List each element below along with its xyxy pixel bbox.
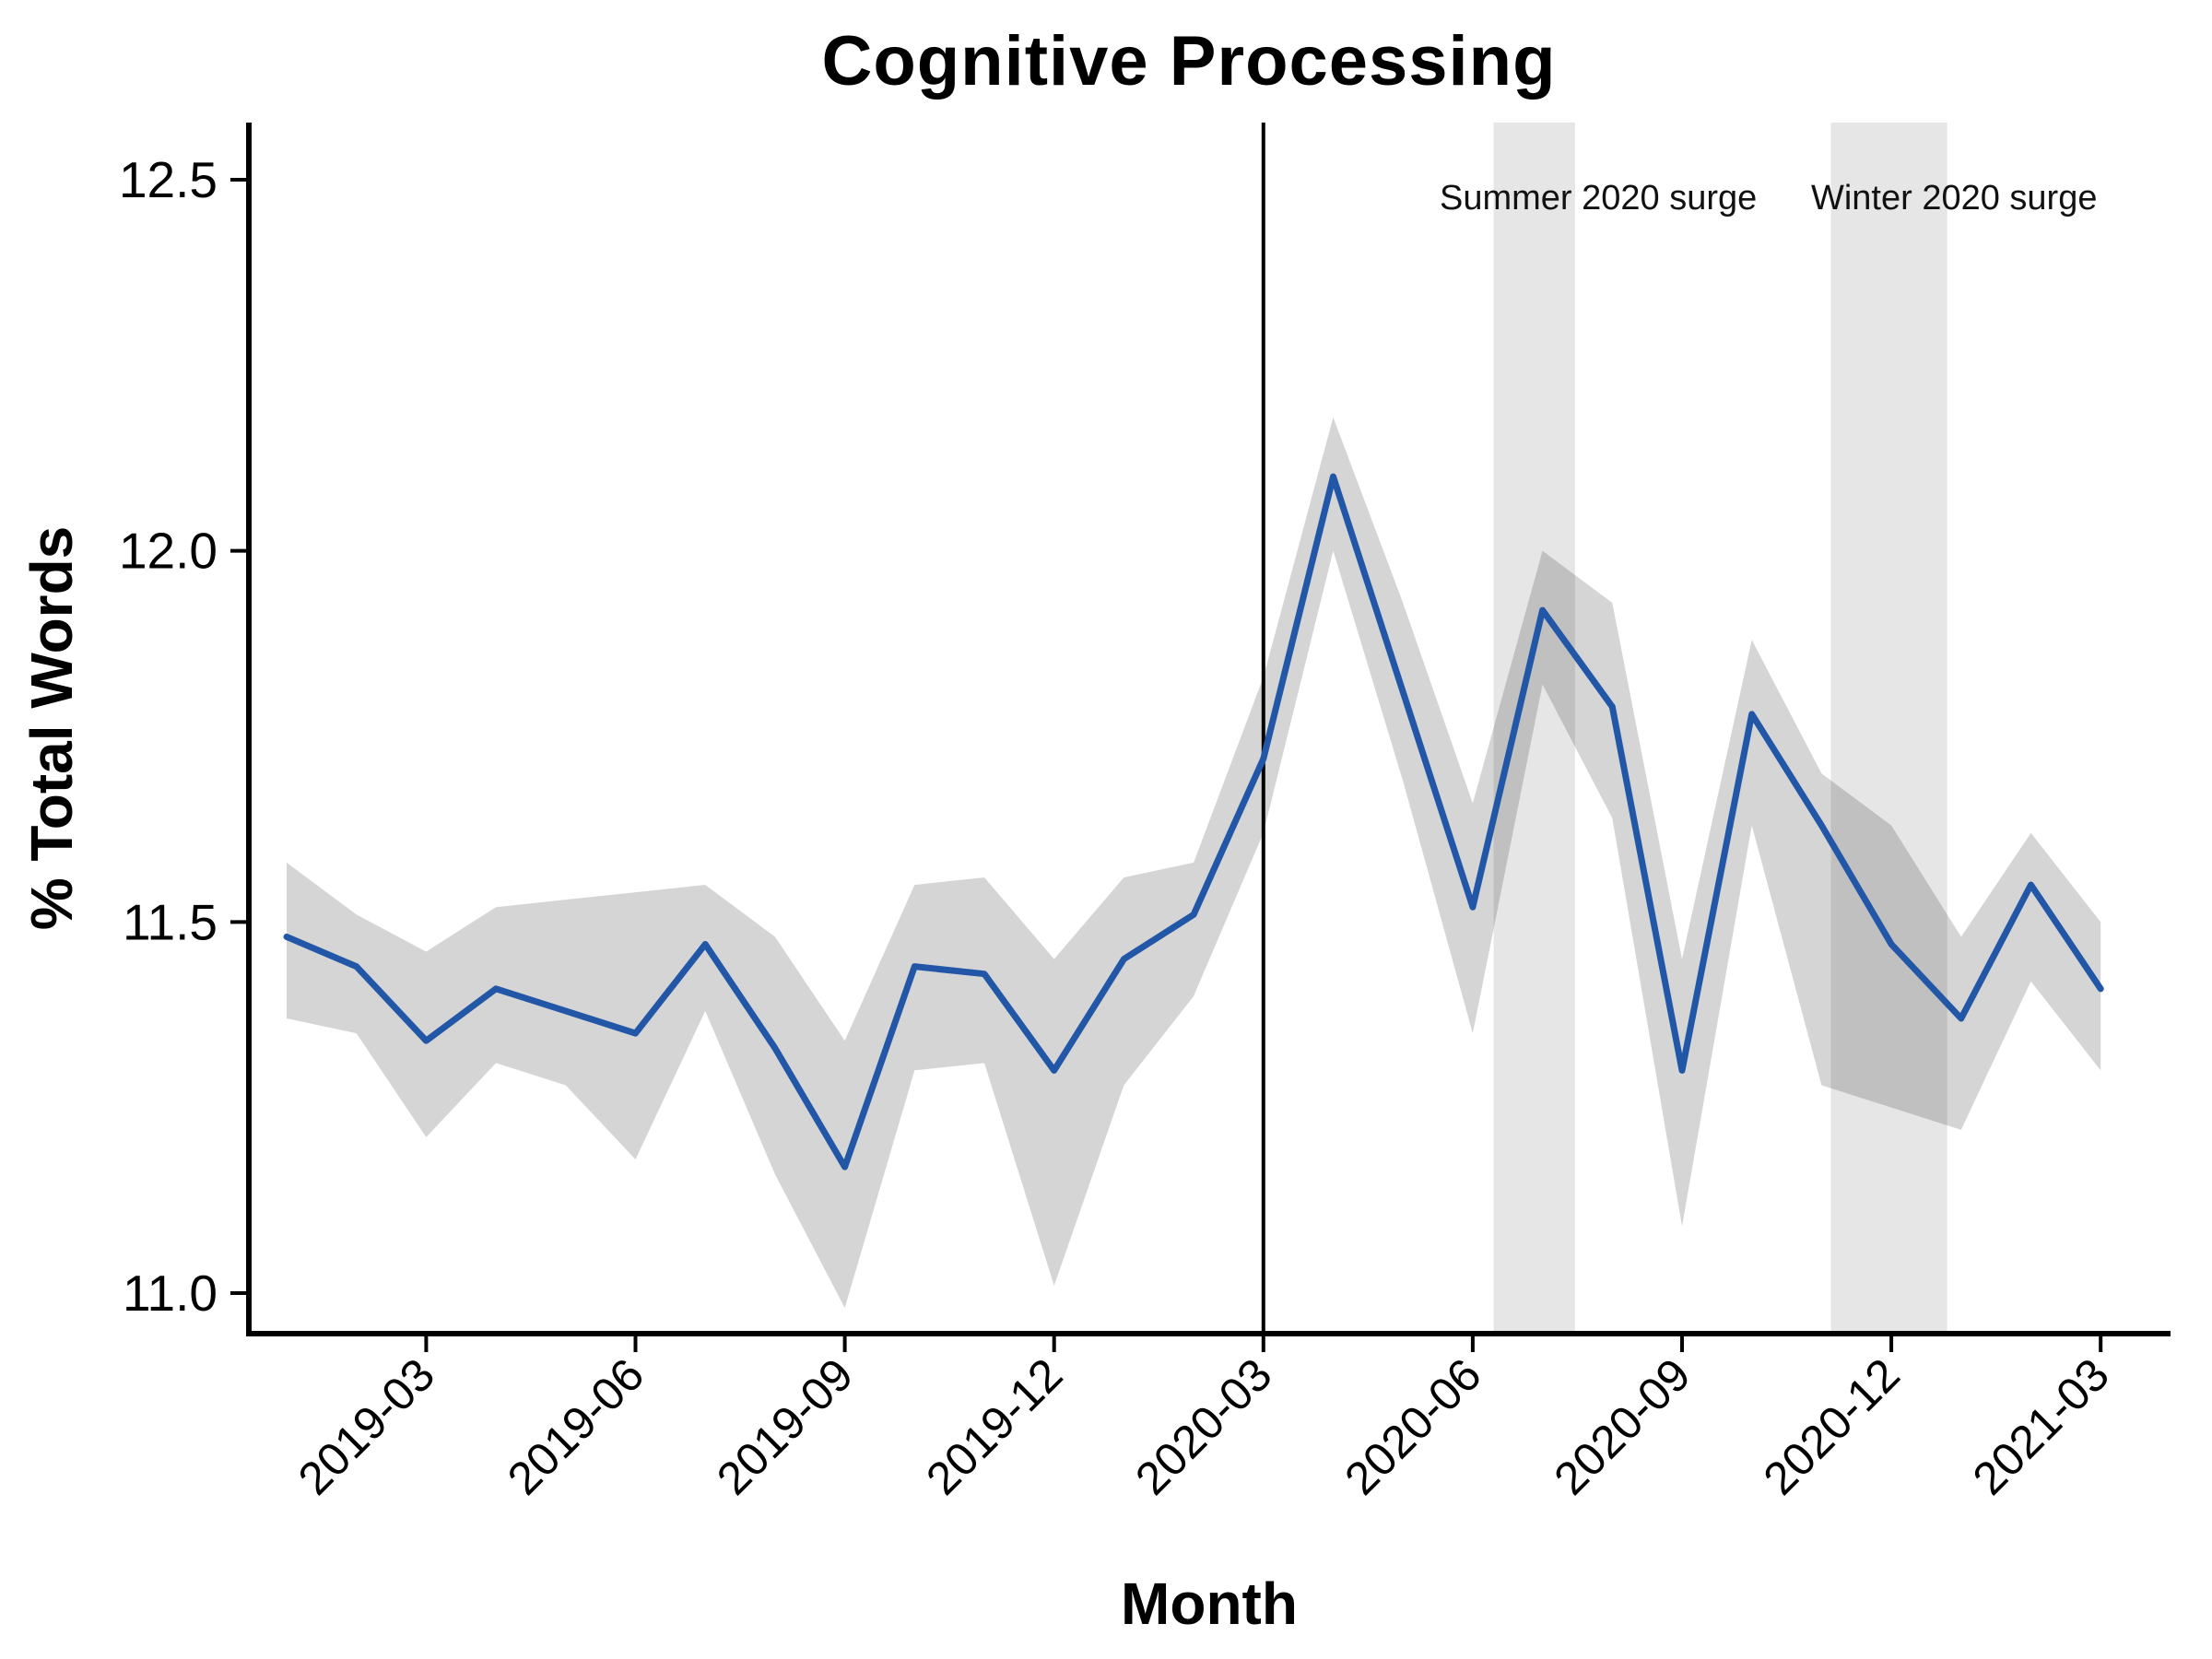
surge-annotation-0: Summer 2020 surge [1440,179,1757,218]
x-axis-label: Month [1121,1571,1298,1637]
x-tick-label: 2020-03 [1125,1348,1281,1504]
series-line [283,473,2104,1171]
y-tick-label: 11.0 [123,1265,218,1322]
y-tick-label: 12.0 [119,523,218,580]
surge-band-0 [1493,123,1575,1334]
x-tick-label: 2019-03 [288,1348,444,1504]
x-tick-label: 2021-03 [1963,1348,2119,1504]
x-tick-label: 2020-09 [1544,1348,1700,1504]
y-tick-label: 11.5 [123,893,218,950]
axes [246,123,2171,1336]
surge-annotation-1: Winter 2020 surge [1811,179,2098,218]
x-tick-label: 2019-09 [707,1348,863,1504]
x-tick-label: 2019-12 [916,1348,1072,1504]
y-tick-label: 12.5 [119,151,218,208]
x-tick-label: 2020-06 [1335,1348,1490,1504]
ribbon-polygon [287,417,2101,1309]
y-axis-label: % Total Words [18,526,85,931]
chart-title: Cognitive Processing [821,22,1556,100]
y-ticks: 11.0 11.5 12.0 12.5 [119,151,249,1322]
confidence-ribbon [287,417,2101,1309]
data-line [283,473,2104,1171]
x-tick-label: 2019-06 [498,1348,653,1504]
x-ticks: 2019-03 2019-06 2019-09 2019-12 2020-03 2020-… [288,1334,2119,1505]
x-tick-label: 2020-12 [1754,1348,1910,1504]
shaded-regions [1493,123,1947,1334]
surge-band-1 [1830,123,1947,1334]
annotations: Summer 2020 surge Winter 2020 surge [1440,179,2097,218]
